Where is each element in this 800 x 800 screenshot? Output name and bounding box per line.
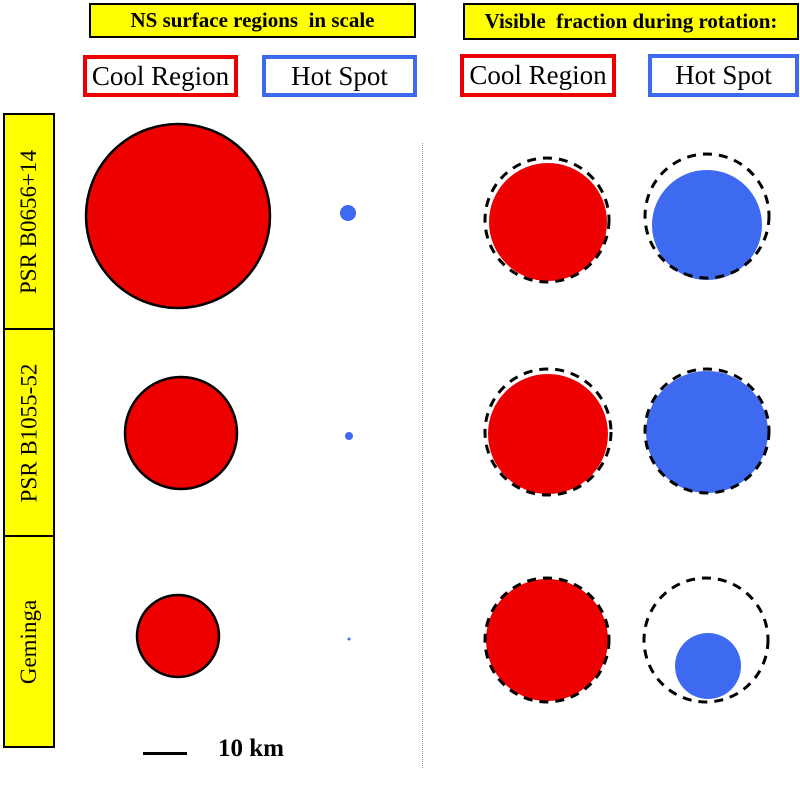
- scale-bar-line: [143, 752, 187, 755]
- sidebar-row-psr-b1055-52: PSR B1055-52: [3, 328, 55, 537]
- row3-visible-hot-spot-dashed-outline: [642, 576, 770, 704]
- sidebar-label-psr-b1055-52: PSR B1055-52: [16, 363, 41, 502]
- row3-visible-cool-region-dashed-outline: [483, 576, 611, 704]
- panel-divider-dotted-line: [422, 143, 423, 768]
- row2-scale-cool-region-circle: [123, 375, 239, 491]
- row3-scale-cool-region-circle: [135, 593, 221, 679]
- row1-visible-hot-spot-fill-circle: [652, 170, 762, 280]
- right-legend-hot-spot: Hot Spot: [648, 54, 799, 97]
- row2-visible-hot-spot-dashed-outline: [643, 367, 771, 495]
- row2-visible-hot-spot-fill-circle: [646, 371, 768, 493]
- row1-scale-cool-region-circle: [84, 122, 272, 310]
- sidebar-row-psr-b0656-14: PSR B0656+14: [3, 113, 55, 330]
- row1-visible-cool-region-dashed-outline: [483, 156, 611, 284]
- sidebar-label-psr-b0656-14: PSR B0656+14: [16, 149, 41, 294]
- sidebar-label-geminga: Geminga: [16, 599, 41, 684]
- left-legend-hot-spot: Hot Spot: [262, 55, 417, 97]
- row2-visible-cool-region-fill-circle: [488, 374, 608, 494]
- row3-scale-hot-spot-circle: [347, 637, 351, 641]
- row1-scale-hot-spot-circle: [340, 205, 356, 221]
- sidebar-row-geminga: Geminga: [3, 535, 55, 748]
- row1-visible-hot-spot-dashed-outline: [643, 152, 771, 280]
- row2-scale-hot-spot-circle: [345, 432, 353, 440]
- row3-visible-cool-region-fill-circle: [486, 579, 608, 701]
- row1-visible-cool-region-fill-circle: [489, 163, 607, 281]
- row3-visible-hot-spot-fill-circle: [675, 633, 741, 699]
- left-panel-title: NS surface regions in scale: [89, 3, 416, 38]
- right-legend-cool-region: Cool Region: [460, 54, 616, 97]
- right-panel-title: Visible fraction during rotation:: [463, 3, 799, 40]
- left-legend-cool-region: Cool Region: [83, 55, 238, 97]
- scale-bar-label: 10 km: [218, 735, 284, 762]
- row2-visible-cool-region-dashed-outline: [483, 367, 613, 497]
